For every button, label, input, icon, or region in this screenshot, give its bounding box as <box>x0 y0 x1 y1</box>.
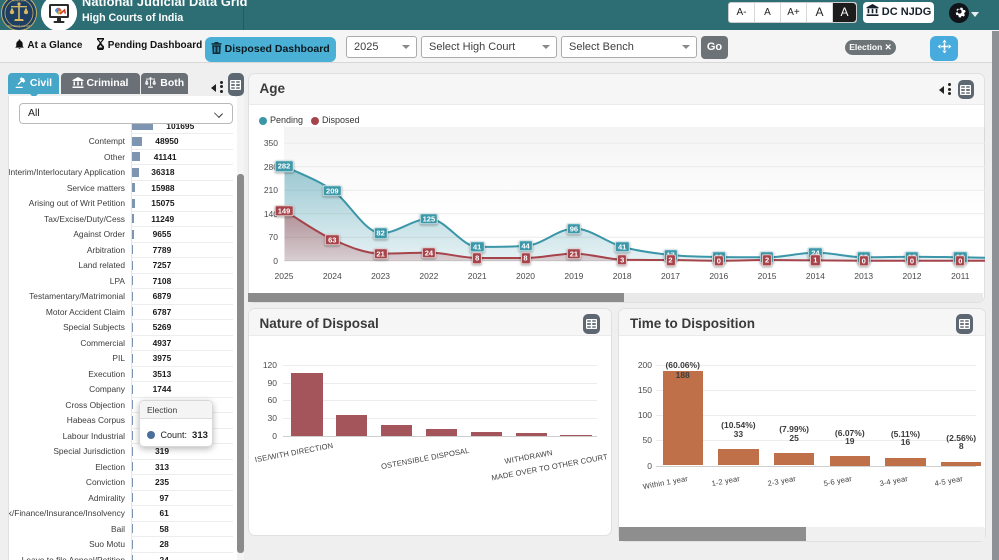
svg-text:सत्यमेव जयते: सत्यमेव जयते <box>13 0 26 3</box>
svg-text:SUPREME COURT: SUPREME COURT <box>8 24 31 28</box>
